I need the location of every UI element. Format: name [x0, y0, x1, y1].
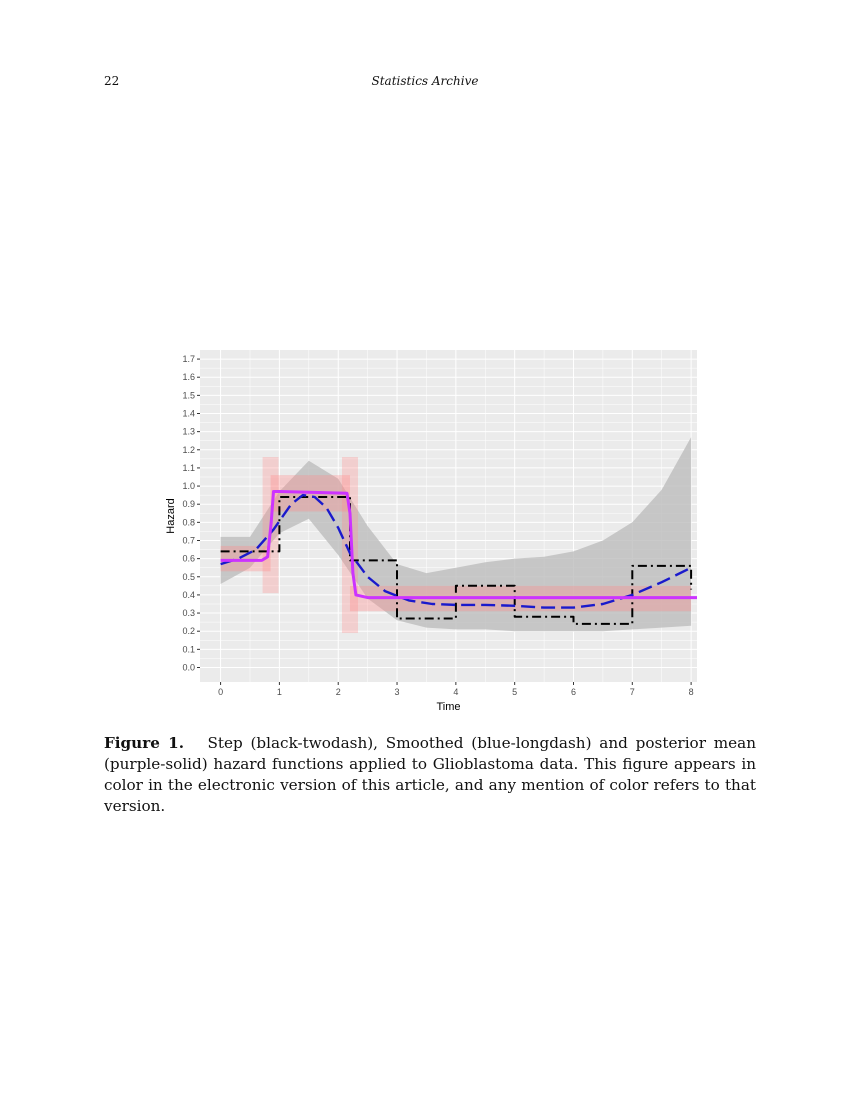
x-tick-label: 5	[512, 687, 517, 697]
y-tick-label: 0.8	[182, 517, 195, 527]
y-tick-label: 1.7	[182, 354, 195, 364]
smoothed-line	[220, 493, 692, 609]
x-tick-label: 6	[571, 687, 576, 697]
y-tick-label: 0.5	[182, 572, 195, 582]
credible-band	[220, 437, 692, 632]
y-tick-label: 0.3	[182, 608, 195, 618]
series-lines	[220, 490, 697, 625]
y-tick-label: 0.0	[182, 662, 195, 672]
x-tick-label: 3	[395, 687, 400, 697]
x-axis-title: Time	[436, 701, 460, 713]
y-tick-label: 0.9	[182, 499, 195, 509]
y-tick-label: 1.3	[182, 427, 195, 437]
page-number: 22	[104, 74, 120, 88]
hazard-figure: 0.0 0.1 0.2 0.3 0.4 0.5 0.6 0.7 0.8 0.9 1.0 1.1 1.2 1…	[160, 340, 700, 720]
figure-caption: Figure 1. Step (black-twodash), Smoothed…	[104, 733, 756, 817]
y-axis-title: Hazard	[165, 498, 177, 533]
y-tick-label: 1.5	[182, 390, 195, 400]
running-head: Statistics Archive	[371, 74, 479, 88]
axis-ticks: 0.0 0.1 0.2 0.3 0.4 0.5 0.6 0.7 0.8 0.9 1.0 1.1 1.2 1…	[182, 354, 693, 697]
y-tick-label: 0.6	[182, 554, 195, 564]
y-tick-label: 0.7	[182, 535, 195, 545]
x-tick-label: 8	[689, 687, 694, 697]
hazard-chart: 0.0 0.1 0.2 0.3 0.4 0.5 0.6 0.7 0.8 0.9 1.0 1.1 1.2 1…	[165, 350, 697, 713]
figure-label: Figure 1.	[104, 734, 185, 752]
y-tick-label: 1.4	[182, 408, 195, 418]
y-tick-label: 0.4	[182, 590, 195, 600]
x-tick-label: 1	[277, 687, 282, 697]
y-tick-label: 1.6	[182, 372, 195, 382]
posterior-mean-line	[220, 490, 697, 600]
caption-text: Step (black-twodash), Smoothed (blue-lon…	[104, 734, 756, 815]
y-tick-label: 1.0	[182, 481, 195, 491]
y-tick-label: 1.2	[182, 445, 195, 455]
x-tick-label: 7	[630, 687, 635, 697]
y-tick-label: 1.1	[182, 463, 195, 473]
y-tick-label: 0.2	[182, 626, 195, 636]
x-tick-label: 2	[336, 687, 341, 697]
x-tick-label: 0	[218, 687, 223, 697]
x-tick-label: 4	[453, 687, 458, 697]
y-tick-label: 0.1	[182, 644, 195, 654]
